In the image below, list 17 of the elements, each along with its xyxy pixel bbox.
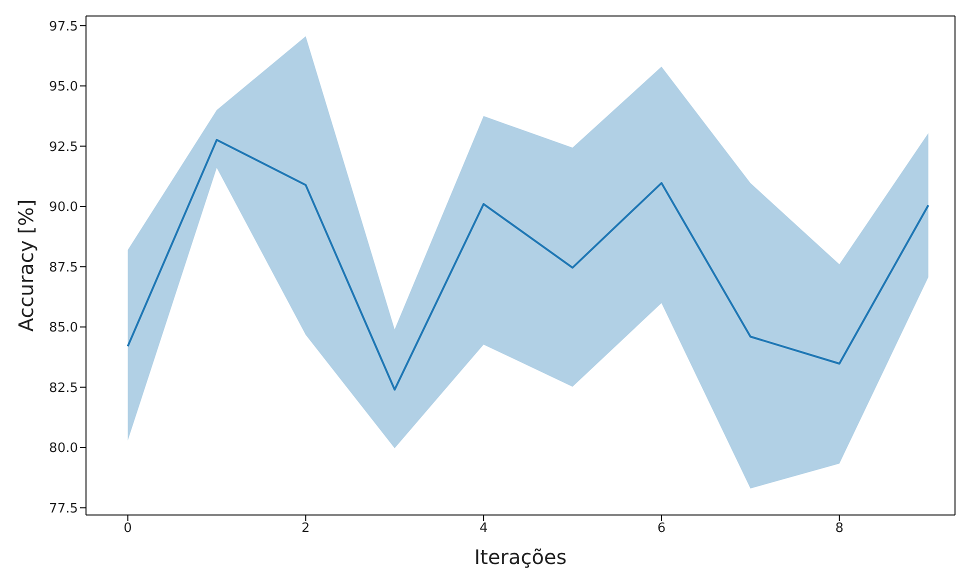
y-tick-label: 97.5 — [49, 19, 78, 34]
y-tick-label: 87.5 — [49, 260, 78, 276]
x-tick-label: 6 — [657, 521, 666, 536]
y-tick-label: 80.0 — [49, 441, 78, 456]
y-axis-title: Accuracy [%] — [14, 199, 38, 332]
x-tick-label: 0 — [124, 521, 132, 536]
x-axis-title: Iterações — [474, 545, 567, 570]
line-series — [126, 138, 930, 391]
y-tick-label: 85.0 — [49, 320, 78, 336]
y-tick-label: 92.5 — [49, 140, 78, 155]
y-tick-label: 90.0 — [49, 200, 78, 216]
y-tick-label: 82.5 — [49, 380, 78, 396]
x-tick-label: 8 — [835, 521, 844, 536]
y-tick-label: 95.0 — [49, 80, 78, 95]
x-tick-label: 4 — [479, 521, 488, 536]
y-tick-label: 77.5 — [49, 501, 78, 516]
x-tick-label: 2 — [302, 521, 310, 536]
